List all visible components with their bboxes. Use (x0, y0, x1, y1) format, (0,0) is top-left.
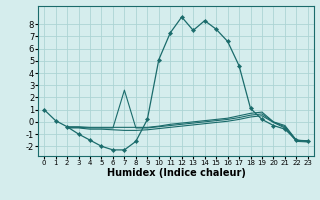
X-axis label: Humidex (Indice chaleur): Humidex (Indice chaleur) (107, 168, 245, 178)
